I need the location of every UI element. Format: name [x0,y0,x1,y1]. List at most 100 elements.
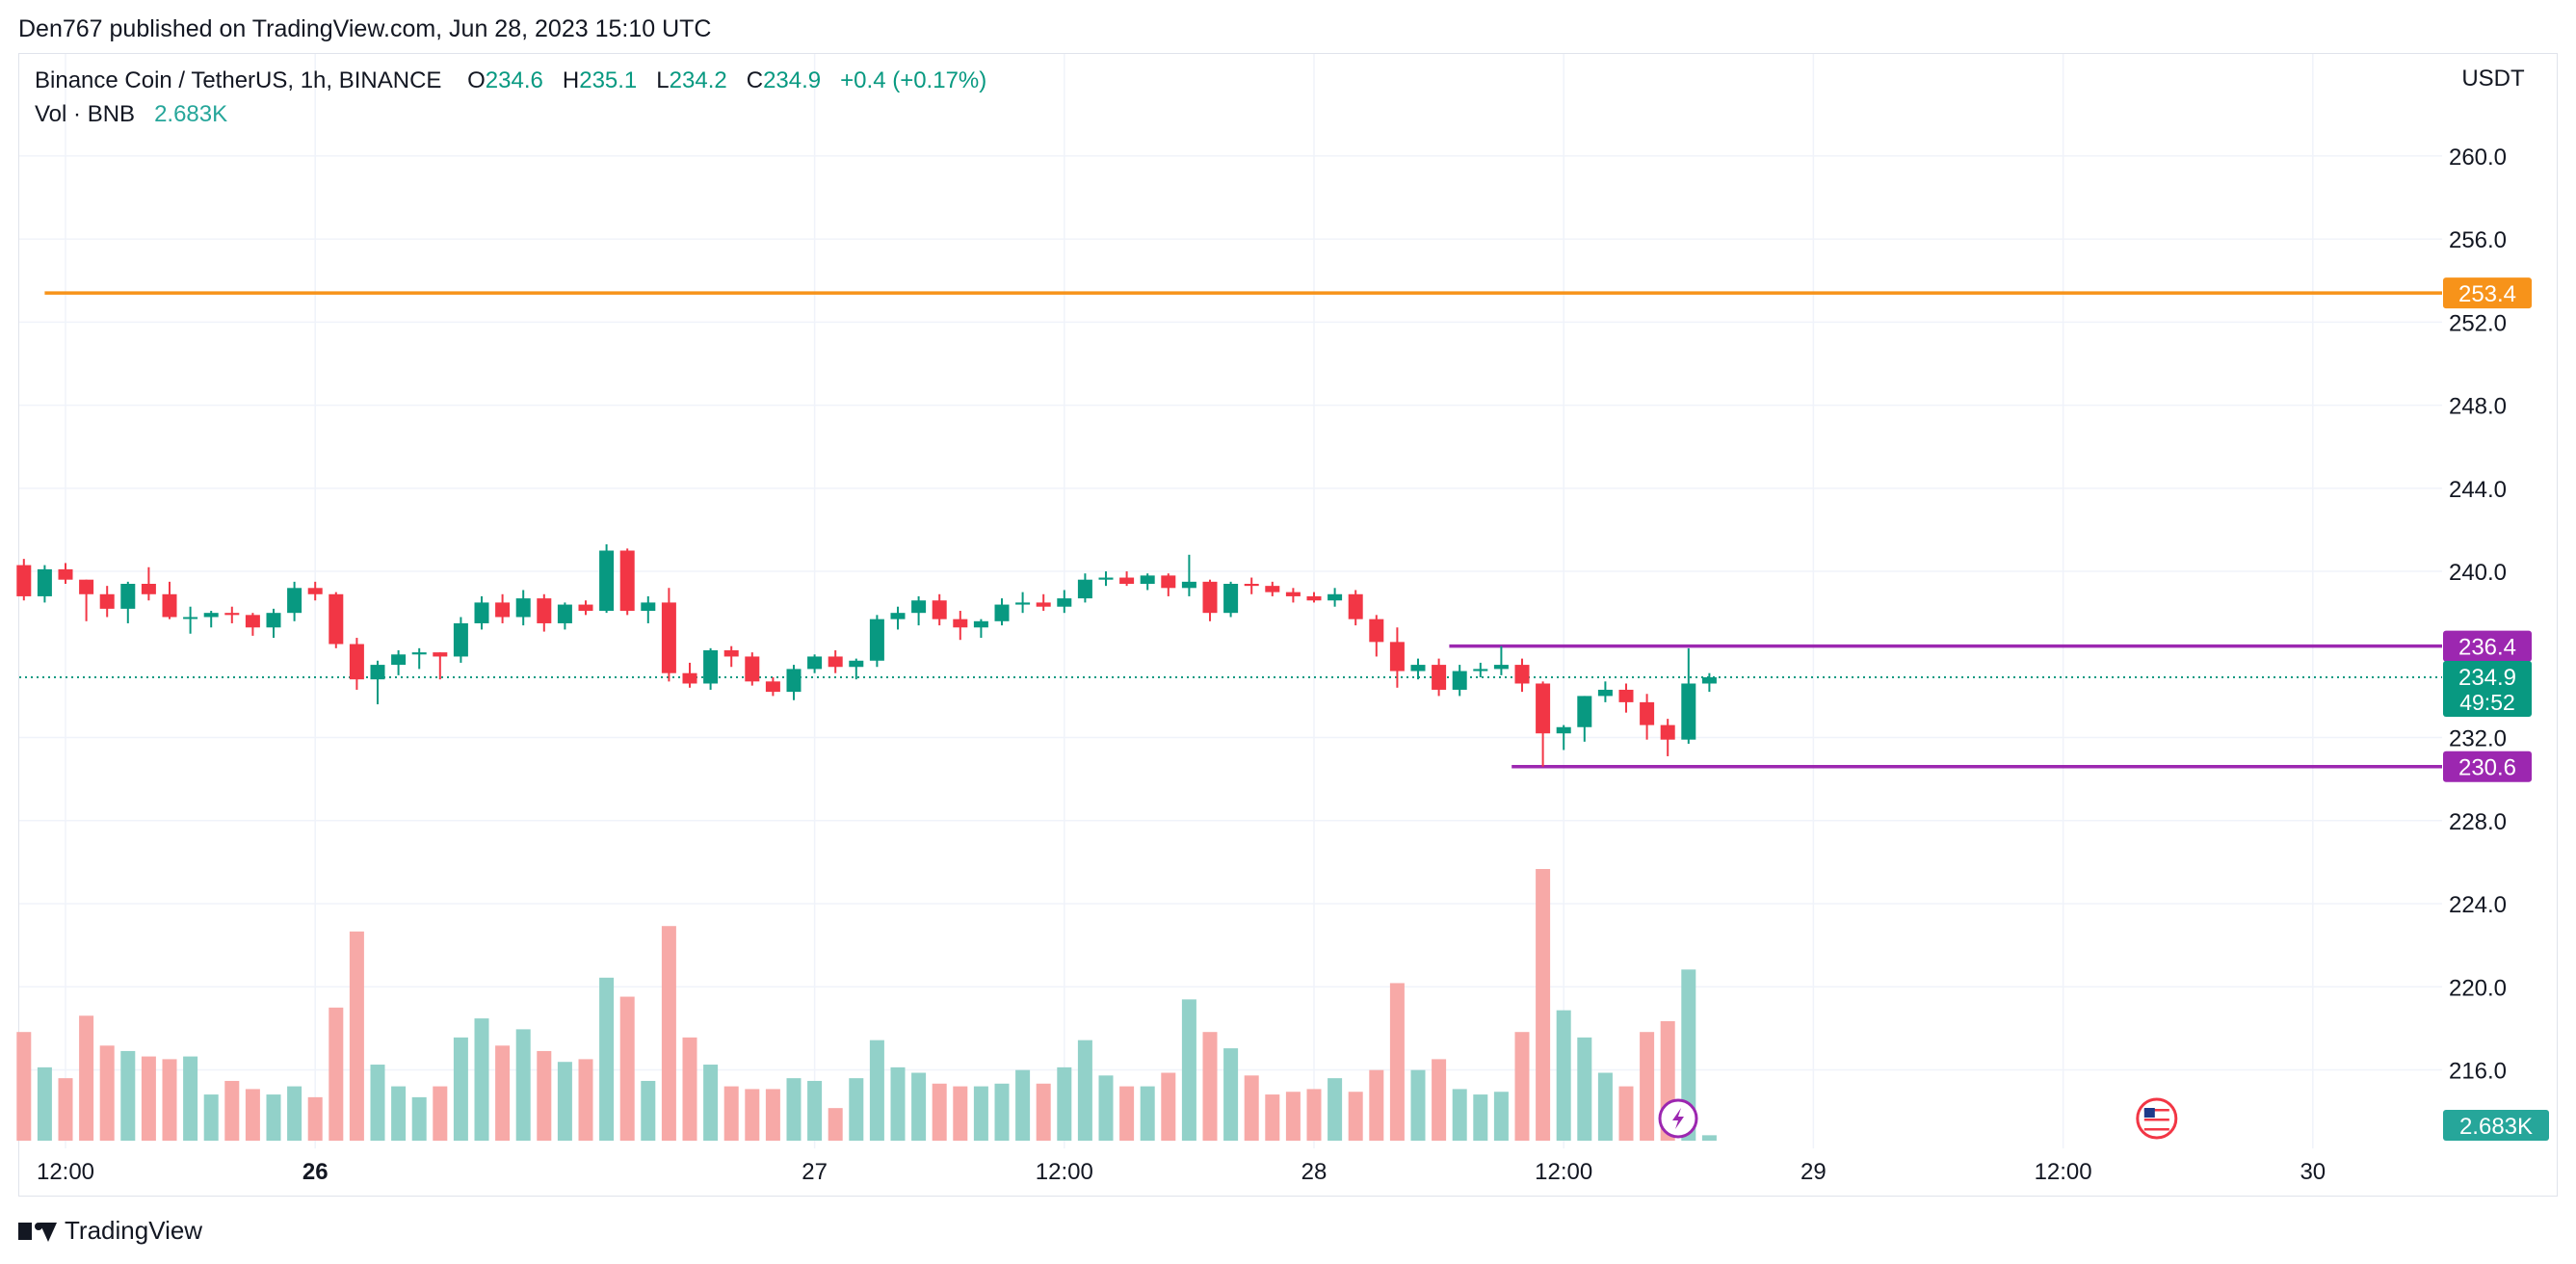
candle-body [1536,683,1551,734]
volume-bar [661,926,676,1141]
candle-body [287,588,302,614]
level-label: 236.4 [2458,635,2516,661]
candle-body [79,579,94,594]
price-tick-label: 232.0 [2449,726,2507,752]
candle-body [723,649,739,657]
candle-body [391,654,407,666]
candle-body [515,598,531,618]
volume-bar [474,1018,489,1141]
candle-body [661,602,676,673]
volume-bar [162,1059,177,1141]
level-label-bg [2443,750,2532,782]
volume-bar [703,1065,719,1141]
volume-bar [682,1037,697,1141]
volume-bar [953,1086,968,1141]
price-tick-label: 244.0 [2449,477,2507,503]
time-tick-label: 26 [302,1159,329,1185]
lightning-glyph [1672,1108,1684,1129]
volume-bar [329,1007,344,1141]
volume-value: 2.683K [154,101,228,127]
tradingview-footer[interactable]: TradingView [18,1216,202,1246]
volume-bar [183,1056,198,1141]
countdown-label: 49:52 [2459,690,2515,715]
volume-bar [1597,1072,1613,1141]
candle-body [1244,583,1259,587]
chart-grid [19,54,2442,1148]
symbol-legend: Binance Coin / TetherUS, 1h, BINANCE O23… [35,67,986,94]
last-price-label: 234.9 [2458,665,2516,691]
flag-canton [2143,1108,2155,1118]
candle-body [703,649,719,684]
flag-stripe [2143,1128,2169,1131]
candle-body [329,593,344,645]
price-tick-label: 228.0 [2449,809,2507,835]
change-value: +0.4 (+0.17%) [840,67,987,93]
time-tick-label: 12:00 [1535,1159,1592,1185]
candle-body [973,620,988,628]
candle-body [1452,671,1467,690]
candle-body [1306,595,1322,601]
volume-bar [641,1080,656,1141]
candle-body [1556,726,1571,734]
flag-stripe [2143,1119,2169,1121]
high-value: 235.1 [579,67,638,93]
tradingview-logo-icon [18,1221,57,1242]
candle-body [1057,598,1072,607]
candle-body [1660,724,1675,740]
candle-body [953,619,968,628]
volume-bar [1348,1092,1363,1141]
candles [16,544,1717,767]
candle-body [1473,669,1488,672]
volume-bar [203,1094,219,1141]
candle-body [1036,602,1051,607]
volume-bar [391,1086,407,1141]
candle-body [537,598,552,623]
candle-body [911,600,927,614]
candle-body [1140,575,1155,584]
volume-bar [515,1029,531,1141]
price-tick-label: 220.0 [2449,975,2507,1001]
volume-bar [141,1056,156,1141]
open-value: 234.6 [485,67,543,93]
volume-bar [1119,1086,1135,1141]
volume-bar [1098,1075,1114,1141]
volume-bar [349,931,364,1141]
volume-label: Vol · BNB [35,101,136,127]
volume-bar [1452,1089,1467,1141]
volume-bar [765,1089,780,1141]
volume-bar [58,1078,73,1141]
volume-bar [1140,1086,1155,1141]
volume-bar [537,1050,552,1141]
candle-body [932,600,947,619]
volume-bar [224,1080,240,1141]
candle-body [1181,581,1196,589]
candle-body [433,652,448,657]
candle-body [828,656,843,668]
volume-bar [890,1066,906,1141]
volume-bar [932,1083,947,1141]
candle-body [641,602,656,612]
volume-legend: Vol · BNB 2.683K [35,101,227,128]
volume-bar [79,1015,94,1141]
candle-body [765,681,780,693]
candle-body [1202,581,1218,614]
volume-bar [1181,999,1196,1141]
time-axis: 12:00 26 27 12:00 28 12:00 29 12:00 30 [37,1159,2326,1185]
volume-bar [120,1050,136,1141]
candle-body [1077,579,1092,599]
volume-bar [307,1096,323,1141]
published-by-text: Den767 published on TradingView.com, Jun… [18,15,712,42]
volume-bar [1473,1094,1488,1141]
candle-body [1161,575,1176,589]
volume-bar [1077,1040,1092,1141]
volume-bar [1493,1092,1509,1141]
candle-body [183,617,198,619]
candle-body [495,602,511,618]
time-tick-label: 12:00 [1036,1159,1093,1185]
volume-bar [994,1083,1010,1141]
price-axis: 260.0 256.0 252.0 248.0 244.0 240.0 232.0 228.0… [2449,66,2525,1085]
candle-body [786,669,802,693]
level-label: 230.6 [2458,755,2516,781]
candle-body [1618,689,1634,702]
